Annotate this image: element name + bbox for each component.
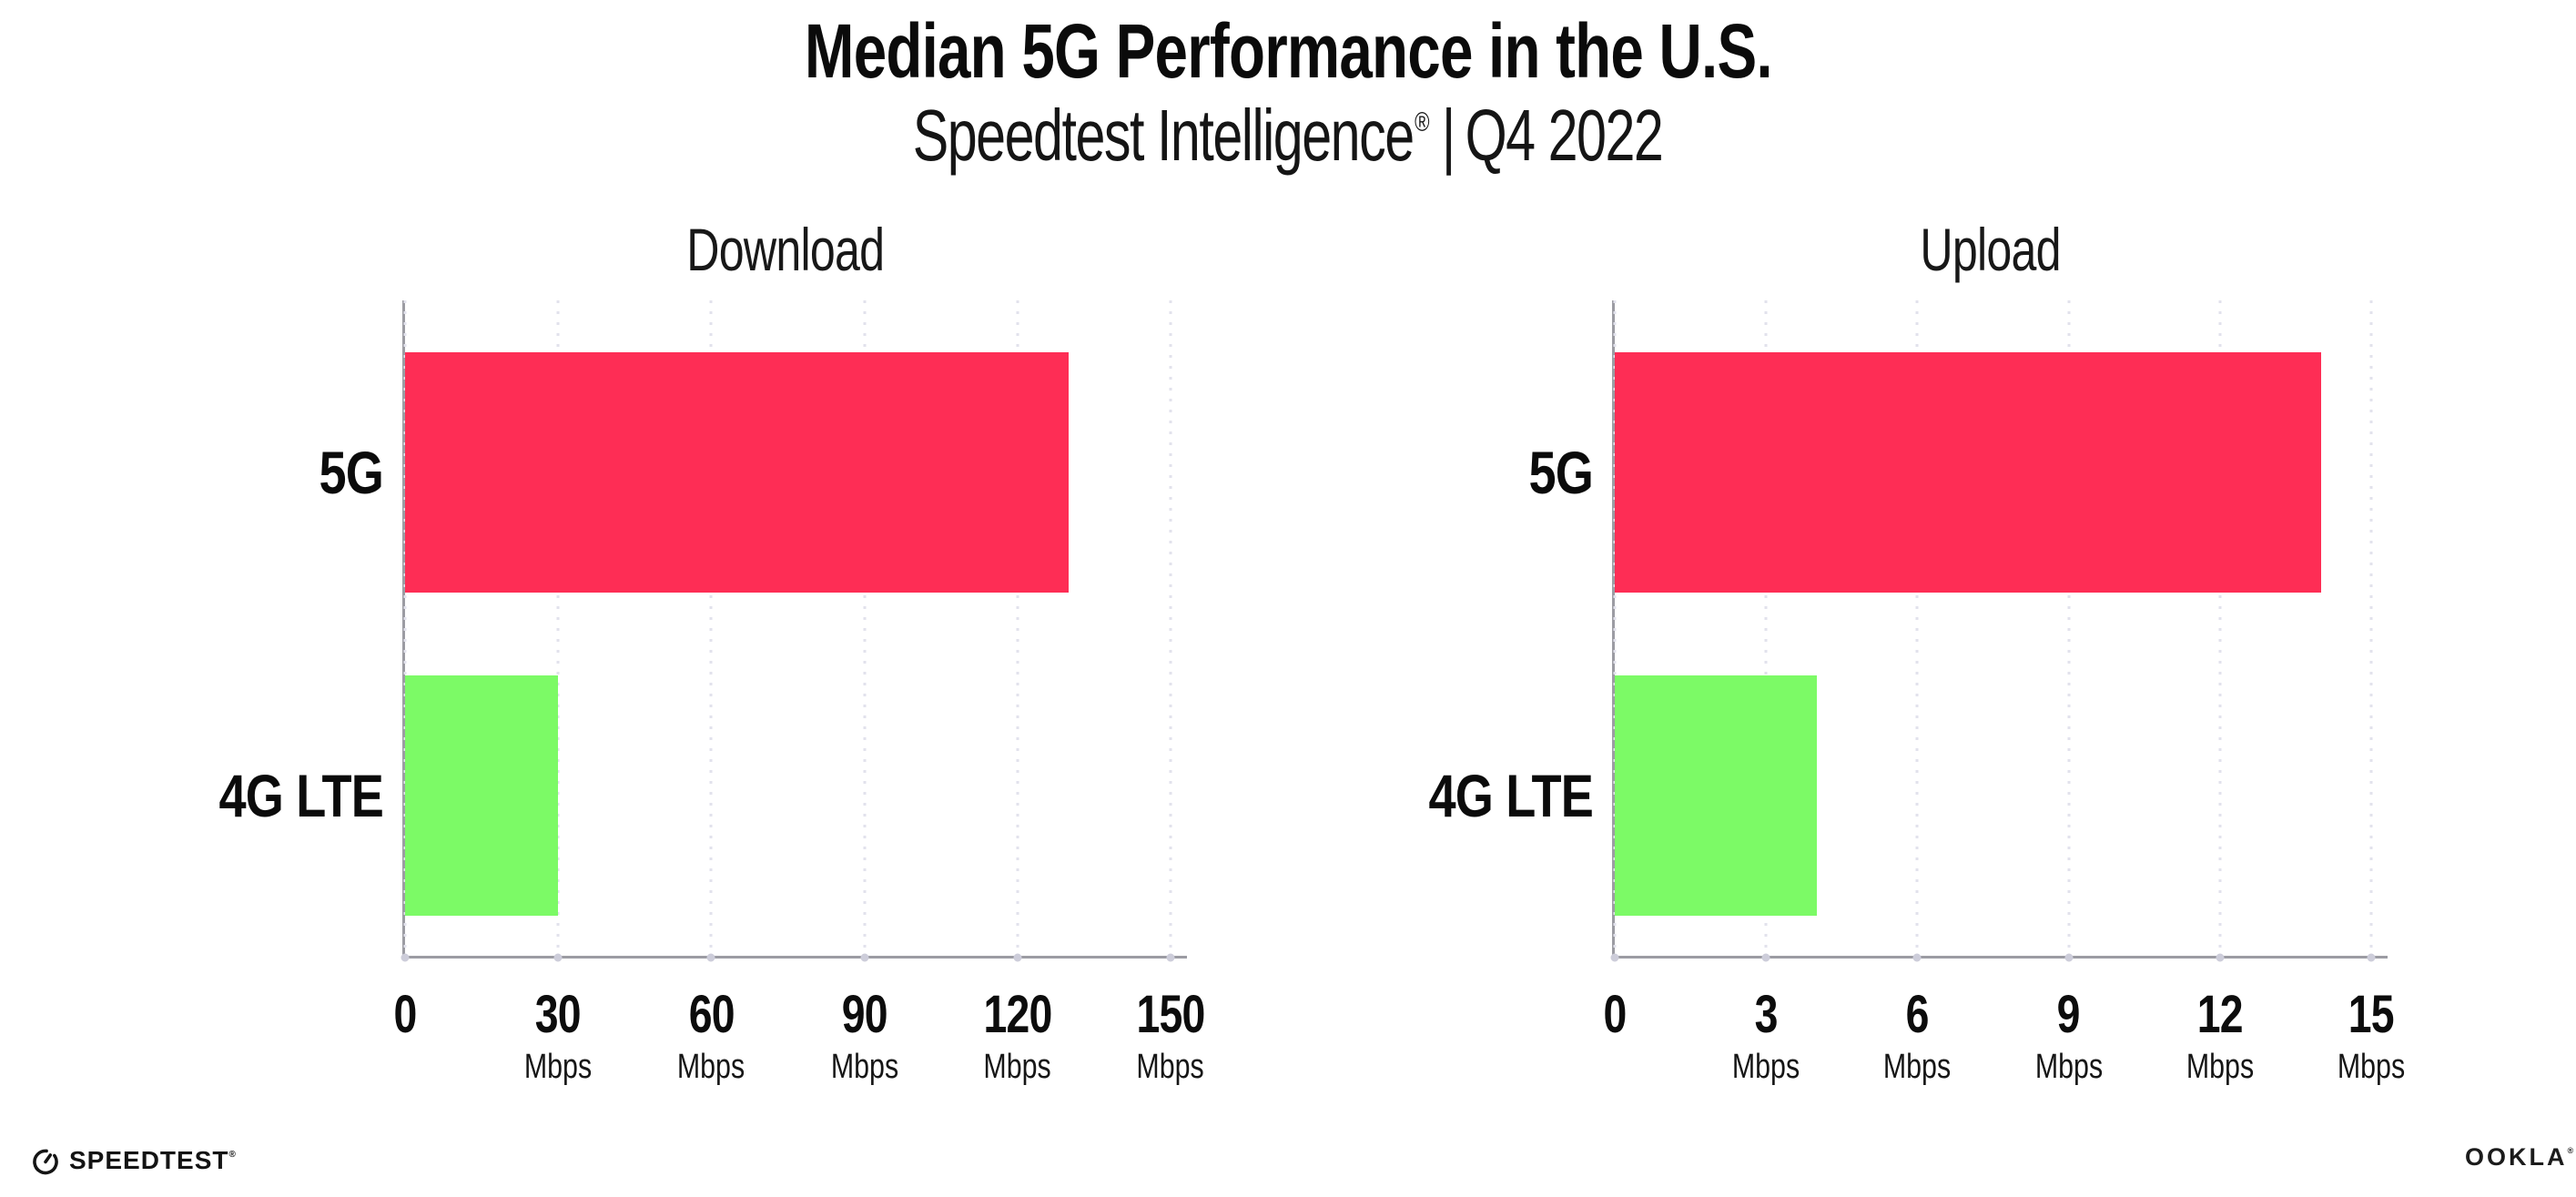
x-tick-value: 0 bbox=[1603, 985, 1627, 1044]
x-tick-9: 9 Mbps bbox=[2026, 986, 2111, 1087]
gridline-150 bbox=[1169, 300, 1172, 959]
gridline-9 bbox=[2067, 300, 2071, 959]
x-tick-3: 3 Mbps bbox=[1724, 986, 1809, 1087]
gridline-3 bbox=[1764, 300, 1768, 959]
gridline-30 bbox=[556, 300, 560, 959]
download-plot-area: 0 30 Mbps 60 Mbps 90 Mbps 120 Mbps 150 Mbps 5G 4G LT… bbox=[218, 300, 1205, 1086]
subtitle-separator: | bbox=[1442, 95, 1455, 176]
axis-tick-dot-30 bbox=[553, 953, 563, 961]
bar-5g bbox=[405, 352, 1069, 593]
category-label-4g-lte: 4G LTE bbox=[218, 762, 383, 829]
page-title-text: Median 5G Performance in the U.S. bbox=[804, 8, 1773, 94]
page-title: Median 5G Performance in the U.S. bbox=[0, 8, 2576, 94]
x-tick-value: 30 bbox=[535, 985, 582, 1044]
x-tick-unit: Mbps bbox=[1732, 1047, 1800, 1086]
gridline-120 bbox=[1016, 300, 1019, 959]
download-chart: Download 0 30 Mbps 60 Mbps 90 Mbps 120 Mbps 150 Mb… bbox=[218, 216, 1205, 1086]
gridline-15 bbox=[2369, 300, 2373, 959]
x-tick-unit: Mbps bbox=[983, 1047, 1051, 1086]
x-tick-150: 150 Mbps bbox=[1128, 986, 1213, 1087]
bar-4g-lte bbox=[405, 675, 559, 916]
category-label-5g: 5G bbox=[319, 439, 383, 506]
page-subtitle: Speedtest Intelligence® | Q4 2022 bbox=[0, 94, 2576, 178]
x-tick-value: 60 bbox=[688, 985, 735, 1044]
gridline-0 bbox=[403, 300, 407, 959]
gridline-6 bbox=[1915, 300, 1919, 959]
axis-tick-dot-60 bbox=[706, 953, 715, 961]
gridline-12 bbox=[2218, 300, 2222, 959]
x-tick-value: 6 bbox=[1905, 985, 1930, 1044]
x-tick-value: 15 bbox=[2348, 985, 2395, 1044]
axis-tick-dot-0 bbox=[1610, 953, 1619, 961]
x-tick-unit: Mbps bbox=[2337, 1047, 2406, 1086]
x-tick-value: 12 bbox=[2196, 985, 2244, 1044]
subtitle-product: Speedtest Intelligence bbox=[913, 95, 1415, 176]
x-tick-30: 30 Mbps bbox=[516, 986, 601, 1087]
x-tick-value: 150 bbox=[1136, 985, 1205, 1044]
gridline-60 bbox=[709, 300, 713, 959]
speedtest-registered-mark: ® bbox=[228, 1149, 237, 1160]
x-tick-value: 90 bbox=[841, 985, 888, 1044]
category-label-4g-lte: 4G LTE bbox=[1428, 762, 1593, 829]
speedtest-gauge-icon bbox=[33, 1149, 58, 1175]
upload-chart-title: Upload bbox=[1920, 216, 2061, 283]
subtitle-period: Q4 2022 bbox=[1465, 95, 1664, 176]
x-tick-0: 0 bbox=[1600, 986, 1628, 1044]
x-tick-6: 6 Mbps bbox=[1875, 986, 1960, 1087]
x-tick-unit: Mbps bbox=[2186, 1047, 2254, 1086]
download-chart-title: Download bbox=[685, 216, 885, 283]
speedtest-logo: SPEEDTEST® bbox=[30, 1145, 237, 1176]
x-tick-12: 12 Mbps bbox=[2177, 986, 2262, 1087]
axis-tick-dot-6 bbox=[1912, 953, 1922, 961]
axis-tick-dot-0 bbox=[401, 953, 410, 961]
x-tick-value: 0 bbox=[393, 985, 417, 1044]
upload-chart: Upload 0 3 Mbps 6 Mbps 9 Mbps 12 Mbps 15 Mbps 5G 4G … bbox=[1428, 216, 2405, 1086]
x-axis-line bbox=[405, 956, 1187, 959]
upload-plot-area: 0 3 Mbps 6 Mbps 9 Mbps 12 Mbps 15 Mbps 5G 4G LTE bbox=[1428, 300, 2405, 1086]
x-tick-value: 9 bbox=[2057, 985, 2081, 1044]
gridline-0 bbox=[1613, 300, 1617, 959]
axis-tick-dot-15 bbox=[2367, 953, 2376, 961]
x-tick-60: 60 Mbps bbox=[669, 986, 754, 1087]
speedtest-wordmark: SPEEDTEST® bbox=[69, 1146, 237, 1174]
axis-tick-dot-3 bbox=[1761, 953, 1770, 961]
ookla-wordmark: OOKLA bbox=[2465, 1143, 2568, 1171]
x-tick-unit: Mbps bbox=[830, 1047, 898, 1086]
x-tick-value: 120 bbox=[983, 985, 1052, 1044]
x-tick-90: 90 Mbps bbox=[822, 986, 907, 1087]
ookla-registered-mark: ® bbox=[2567, 1146, 2574, 1155]
axis-tick-dot-90 bbox=[860, 953, 869, 961]
page-subtitle-text: Speedtest Intelligence® | Q4 2022 bbox=[913, 94, 1664, 178]
axis-tick-dot-150 bbox=[1166, 953, 1175, 961]
x-tick-value: 3 bbox=[1754, 985, 1779, 1044]
x-axis-line bbox=[1615, 956, 2388, 959]
axis-tick-dot-12 bbox=[2216, 953, 2225, 961]
x-tick-120: 120 Mbps bbox=[975, 986, 1060, 1087]
x-tick-unit: Mbps bbox=[1136, 1047, 1205, 1086]
gridline-90 bbox=[863, 300, 867, 959]
category-label-5g: 5G bbox=[1528, 439, 1593, 506]
registered-mark: ® bbox=[1415, 107, 1430, 138]
bar-5g bbox=[1615, 352, 2321, 593]
x-tick-unit: Mbps bbox=[2034, 1047, 2103, 1086]
ookla-logo: OOKLA® bbox=[2465, 1143, 2573, 1172]
x-tick-unit: Mbps bbox=[677, 1047, 745, 1086]
x-tick-unit: Mbps bbox=[1883, 1047, 1952, 1086]
bar-4g-lte bbox=[1615, 675, 1817, 916]
x-tick-15: 15 Mbps bbox=[2329, 986, 2414, 1087]
x-tick-0: 0 bbox=[390, 986, 419, 1044]
x-tick-unit: Mbps bbox=[524, 1047, 593, 1086]
axis-tick-dot-120 bbox=[1013, 953, 1022, 961]
axis-tick-dot-9 bbox=[2064, 953, 2074, 961]
